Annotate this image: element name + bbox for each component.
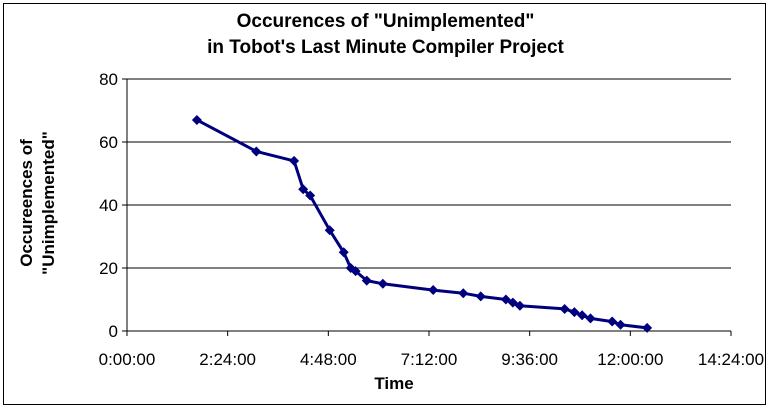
- data-point-marker: [615, 319, 626, 330]
- x-tick-label: 4:48:00: [300, 350, 357, 369]
- y-tick-label: 0: [109, 322, 118, 341]
- data-point-marker: [428, 285, 439, 296]
- x-axis-label: Time: [374, 374, 413, 393]
- data-point-marker: [507, 297, 518, 308]
- y-axis-label-line-2: "Unimplemented": [39, 131, 58, 275]
- chart-title-line-2: in Tobot's Last Minute Compiler Project: [207, 37, 564, 58]
- axes: [122, 78, 732, 336]
- y-tick-labels: 0 20 40 60 80: [99, 70, 118, 341]
- data-point-marker: [191, 114, 202, 125]
- gridlines: [127, 78, 731, 269]
- data-point-marker: [475, 291, 486, 302]
- data-point-marker: [350, 266, 361, 277]
- data-point-marker: [251, 146, 262, 157]
- data-series: [191, 114, 653, 333]
- x-tick-label: 9:36:00: [501, 350, 558, 369]
- x-tick-label: 7:12:00: [401, 350, 458, 369]
- x-tick-label: 0:00:00: [99, 350, 156, 369]
- data-point-marker: [305, 190, 316, 201]
- y-tick-label: 40: [99, 196, 118, 215]
- data-point-marker: [577, 310, 588, 321]
- y-tick-label: 20: [99, 259, 118, 278]
- data-point-marker: [559, 303, 570, 314]
- data-point-marker: [298, 184, 309, 195]
- data-point-marker: [500, 294, 511, 305]
- y-tick-label: 60: [99, 133, 118, 152]
- y-tick-label: 80: [99, 70, 118, 89]
- data-point-marker: [458, 288, 469, 299]
- y-axis-label-line-1: Occureences of: [17, 139, 36, 267]
- series-line: [196, 118, 648, 330]
- data-point-marker: [289, 155, 300, 166]
- data-point-marker: [642, 322, 653, 333]
- data-point-marker: [585, 313, 596, 324]
- x-tick-label: 2:24:00: [199, 350, 256, 369]
- chart-frame: [3, 3, 766, 405]
- data-point-marker: [514, 300, 525, 311]
- data-point-marker: [607, 316, 618, 327]
- x-tick-labels: 0:00:00 2:24:00 4:48:00 7:12:00 9:36:00 12:00…: [99, 350, 764, 369]
- data-point-marker: [377, 278, 388, 289]
- x-tick-label: 12:00:00: [597, 350, 663, 369]
- data-point-marker: [361, 275, 372, 286]
- chart-title-line-1: Occurences of "Unimplemented": [236, 11, 535, 32]
- data-point-marker: [338, 247, 349, 258]
- x-tick-label: 14:24:00: [698, 350, 764, 369]
- data-point-marker: [324, 225, 335, 236]
- data-point-marker: [569, 307, 580, 318]
